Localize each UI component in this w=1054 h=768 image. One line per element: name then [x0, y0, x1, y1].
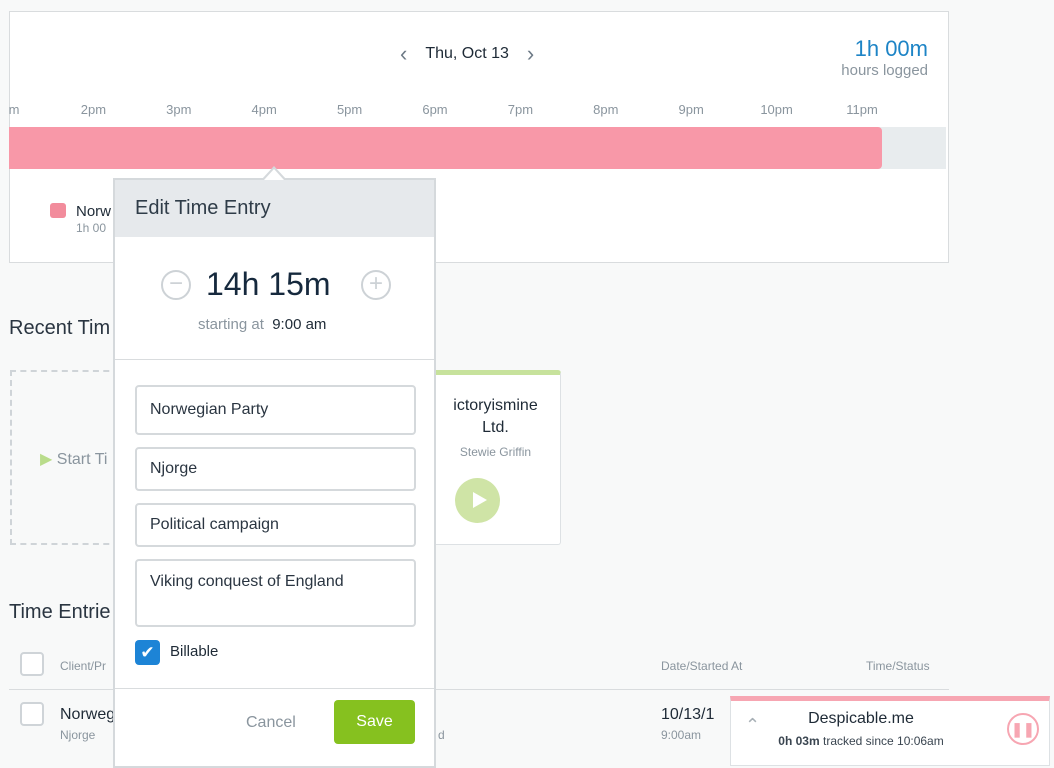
- current-date: Thu, Oct 13: [425, 45, 509, 62]
- card-client-2: Ltd.: [482, 419, 509, 436]
- row-project: Njorge: [60, 728, 96, 742]
- billable-label: Billable: [170, 643, 219, 660]
- tracker-since: tracked since 10:06am: [822, 734, 944, 748]
- pause-icon[interactable]: ❚❚: [1007, 713, 1039, 745]
- chevron-up-icon[interactable]: ⌃: [745, 715, 761, 735]
- edit-time-entry-popup: Edit Time Entry − 14h 15m + starting at …: [113, 178, 436, 768]
- hour-tick: 5pm: [336, 102, 363, 117]
- start-timer[interactable]: ▶ Start Ti: [40, 449, 107, 469]
- client-input[interactable]: Norwegian Party: [135, 385, 416, 435]
- divider: [115, 688, 434, 689]
- col-date: Date/Started At: [661, 659, 743, 673]
- increase-icon[interactable]: +: [361, 270, 391, 300]
- tracker-time: 0h 03m: [778, 734, 820, 748]
- card-client: ictoryismine: [453, 397, 538, 414]
- hour-tick: 3pm: [166, 102, 192, 117]
- hour-tick: 6pm: [422, 102, 448, 117]
- start-timer-label: Start Ti: [56, 451, 108, 468]
- decrease-icon[interactable]: −: [161, 270, 191, 300]
- starting-label: starting at: [198, 316, 264, 333]
- entries-title: Time Entrie: [9, 601, 111, 623]
- popup-caret-inner: [264, 169, 284, 180]
- popup-title: Edit Time Entry: [115, 180, 434, 237]
- notes-input[interactable]: Viking conquest of England: [135, 559, 416, 627]
- starting-value: 9:00 am: [272, 316, 327, 333]
- hour-tick: 10pm: [760, 102, 793, 117]
- starting-at[interactable]: starting at 9:00 am: [198, 316, 326, 333]
- col-time: Time/Status: [866, 659, 930, 673]
- cancel-button[interactable]: Cancel: [246, 714, 296, 731]
- legend-color-dot: [50, 203, 66, 218]
- hour-tick: 8pm: [593, 102, 619, 117]
- col-client: Client/Pr: [60, 659, 107, 673]
- billable-checkbox[interactable]: ✔: [135, 640, 160, 665]
- play-button-icon[interactable]: [455, 478, 500, 523]
- recent-title: Recent Tim: [9, 317, 111, 339]
- hours-label: hours logged: [841, 62, 928, 79]
- row-client: Norweg: [60, 706, 116, 723]
- hour-tick: m: [8, 102, 20, 117]
- tracker-status: 0h 03m tracked since 10:06am: [731, 734, 991, 748]
- row-checkbox[interactable]: [20, 702, 44, 726]
- project-input[interactable]: Njorge: [135, 447, 416, 491]
- tracker-name: Despicable.me: [808, 710, 914, 727]
- hour-tick: 9pm: [678, 102, 704, 117]
- hours-value: 1h 00m: [854, 36, 928, 61]
- chevron-left-icon[interactable]: ‹: [400, 41, 408, 66]
- legend-hours: 1h 00: [76, 221, 107, 235]
- hours-logged: 1h 00m hours logged: [841, 36, 928, 79]
- duration[interactable]: 14h 15m: [206, 266, 331, 302]
- card-user: Stewie Griffin: [459, 445, 532, 459]
- table-divider: [9, 689, 949, 690]
- play-icon: ▶: [40, 451, 53, 468]
- row-date: 10/13/1: [661, 706, 715, 723]
- hour-tick: 2pm: [80, 102, 107, 117]
- select-all-checkbox[interactable]: [20, 652, 44, 676]
- row-desc: d: [438, 728, 445, 742]
- start-timer-box[interactable]: [10, 370, 130, 545]
- legend-name: Norw: [76, 203, 112, 220]
- save-button[interactable]: Save: [334, 700, 415, 744]
- chevron-right-icon[interactable]: ›: [526, 41, 535, 66]
- timeline-entry-bar[interactable]: [9, 127, 882, 169]
- date-navigator: ‹ Thu, Oct 13 ›: [400, 41, 535, 66]
- row-start: 9:00am: [661, 728, 702, 742]
- divider: [115, 359, 434, 360]
- task-input[interactable]: Political campaign: [135, 503, 416, 547]
- hour-tick: 7pm: [507, 102, 534, 117]
- active-timer: ⌃ Despicable.me 0h 03m tracked since 10:…: [730, 696, 1050, 766]
- hour-tick: 11pm: [846, 102, 878, 117]
- hour-tick: 4pm: [251, 102, 277, 117]
